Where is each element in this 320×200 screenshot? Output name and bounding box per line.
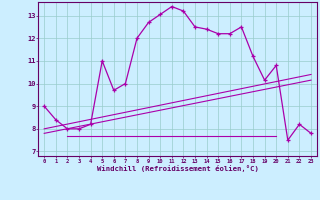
X-axis label: Windchill (Refroidissement éolien,°C): Windchill (Refroidissement éolien,°C): [97, 165, 259, 172]
